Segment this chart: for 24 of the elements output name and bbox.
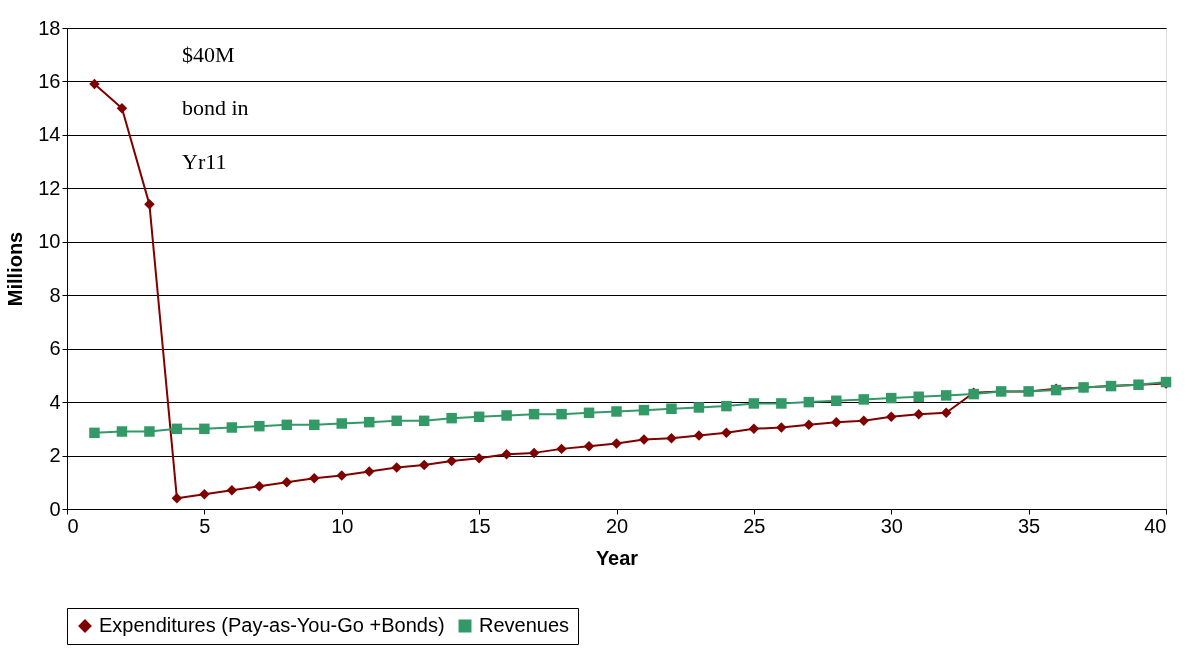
y-tick-label: 12 — [38, 176, 61, 199]
y-tick-label: 0 — [49, 497, 61, 520]
y-tick-label: 16 — [38, 69, 61, 92]
text: $40M bond in Yr11 — [182, 41, 249, 174]
y-tick-label: 10 — [38, 230, 61, 253]
y-tick-label: 8 — [49, 283, 61, 306]
x-tick-label: 10 — [331, 514, 354, 537]
y-axis-title: Millions — [4, 231, 27, 307]
y-tick-label: 18 — [38, 16, 61, 39]
x-tick-label: 5 — [199, 514, 211, 537]
y-tick-label: 4 — [49, 390, 61, 413]
legend-label: Expenditures (Pay-as-You-Go +Bonds) — [99, 614, 445, 636]
x-tick-label: 30 — [880, 514, 903, 537]
x-tick-label: 40 — [1144, 514, 1167, 537]
legend-label: Revenues — [479, 614, 570, 636]
x-tick-label: 0 — [67, 514, 79, 537]
y-tick-label: 6 — [49, 337, 61, 360]
x-tick-label: 25 — [743, 514, 766, 537]
y-tick-label: 14 — [38, 123, 61, 146]
x-tick-label: 20 — [605, 514, 629, 537]
x-tick-label: 35 — [1018, 514, 1041, 537]
y-tick-label: 2 — [49, 444, 61, 467]
x-axis-title: Year — [595, 546, 639, 569]
x-tick-label: 15 — [468, 514, 491, 537]
